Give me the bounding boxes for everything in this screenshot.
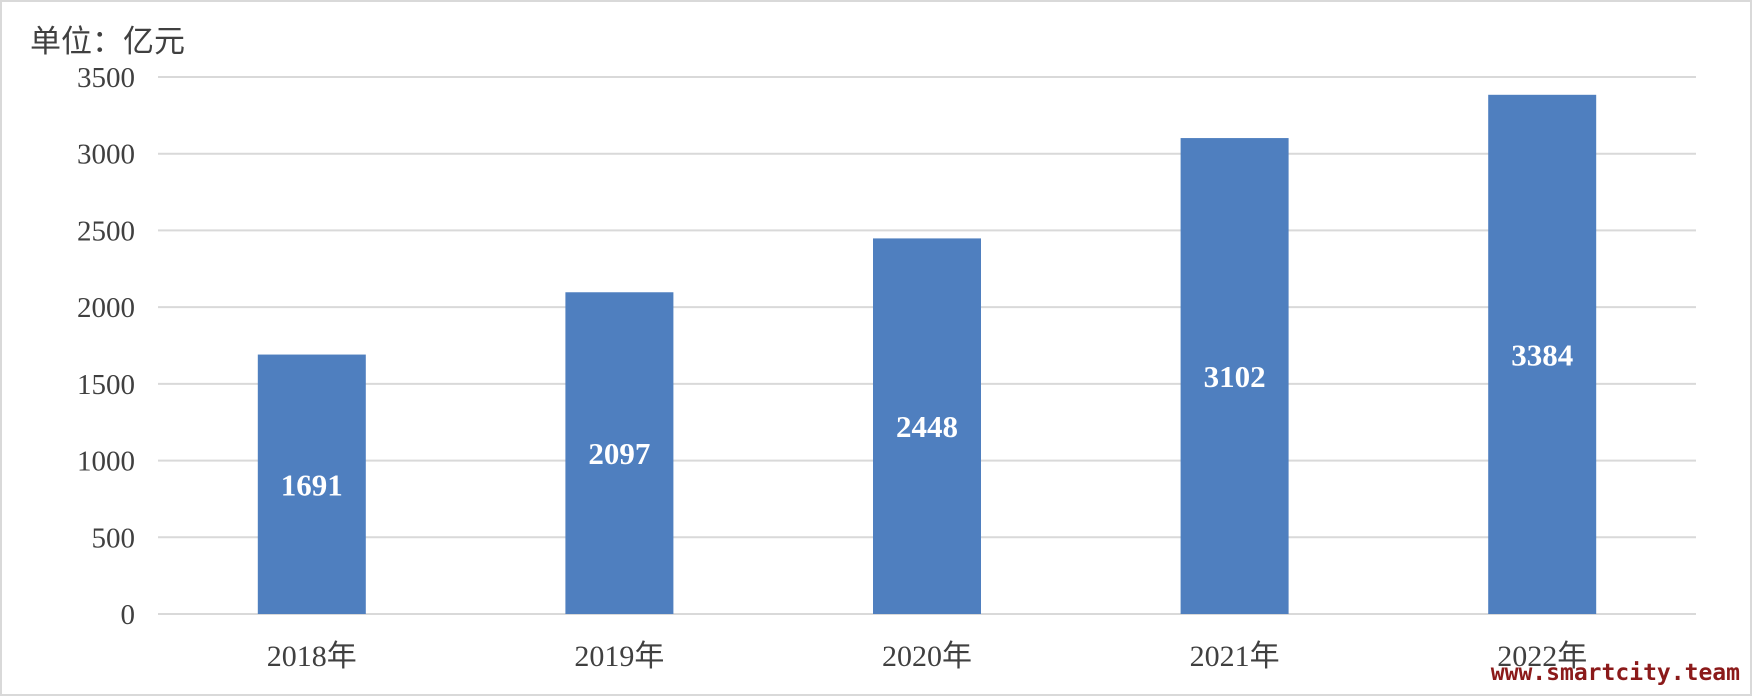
y-tick-label: 3500 — [77, 62, 135, 94]
x-category-label: 2018年 — [267, 640, 357, 673]
bar-4 — [1488, 94, 1597, 614]
x-category-label: 2019年 — [574, 640, 664, 673]
y-axis-unit-label: 单位：亿元 — [30, 24, 185, 60]
y-tick-label: 0 — [121, 599, 136, 631]
x-axis-labels: 2018年 2019年 2020年 2021年 2022年 — [267, 640, 1587, 673]
x-category-label: 2021年 — [1190, 640, 1280, 673]
bars: 1691 2097 2448 3102 3384 — [257, 94, 1597, 614]
bar-0 — [257, 354, 366, 614]
bar-data-label: 2097 — [588, 436, 650, 471]
bar-data-label: 3384 — [1511, 337, 1573, 372]
bar-data-label: 2448 — [896, 409, 958, 444]
bar-3 — [1180, 138, 1289, 614]
bar-1 — [565, 292, 674, 614]
y-tick-label: 500 — [92, 522, 136, 554]
y-tick-label: 2500 — [77, 215, 135, 247]
x-category-label: 2020年 — [882, 640, 972, 673]
y-tick-label: 1000 — [77, 446, 135, 478]
y-tick-label: 3000 — [77, 139, 135, 171]
watermark-text: www.smartcity.team — [1490, 660, 1740, 686]
y-tick-label: 1500 — [77, 369, 135, 401]
bar-data-label: 3102 — [1204, 359, 1266, 394]
y-axis-ticks: 0 500 1000 1500 2000 2500 3000 3500 — [77, 62, 135, 631]
x-category-label: 2022年 — [1497, 640, 1587, 673]
bar-2 — [873, 238, 981, 614]
y-tick-label: 2000 — [77, 292, 135, 324]
bar-data-label: 1691 — [281, 467, 343, 502]
